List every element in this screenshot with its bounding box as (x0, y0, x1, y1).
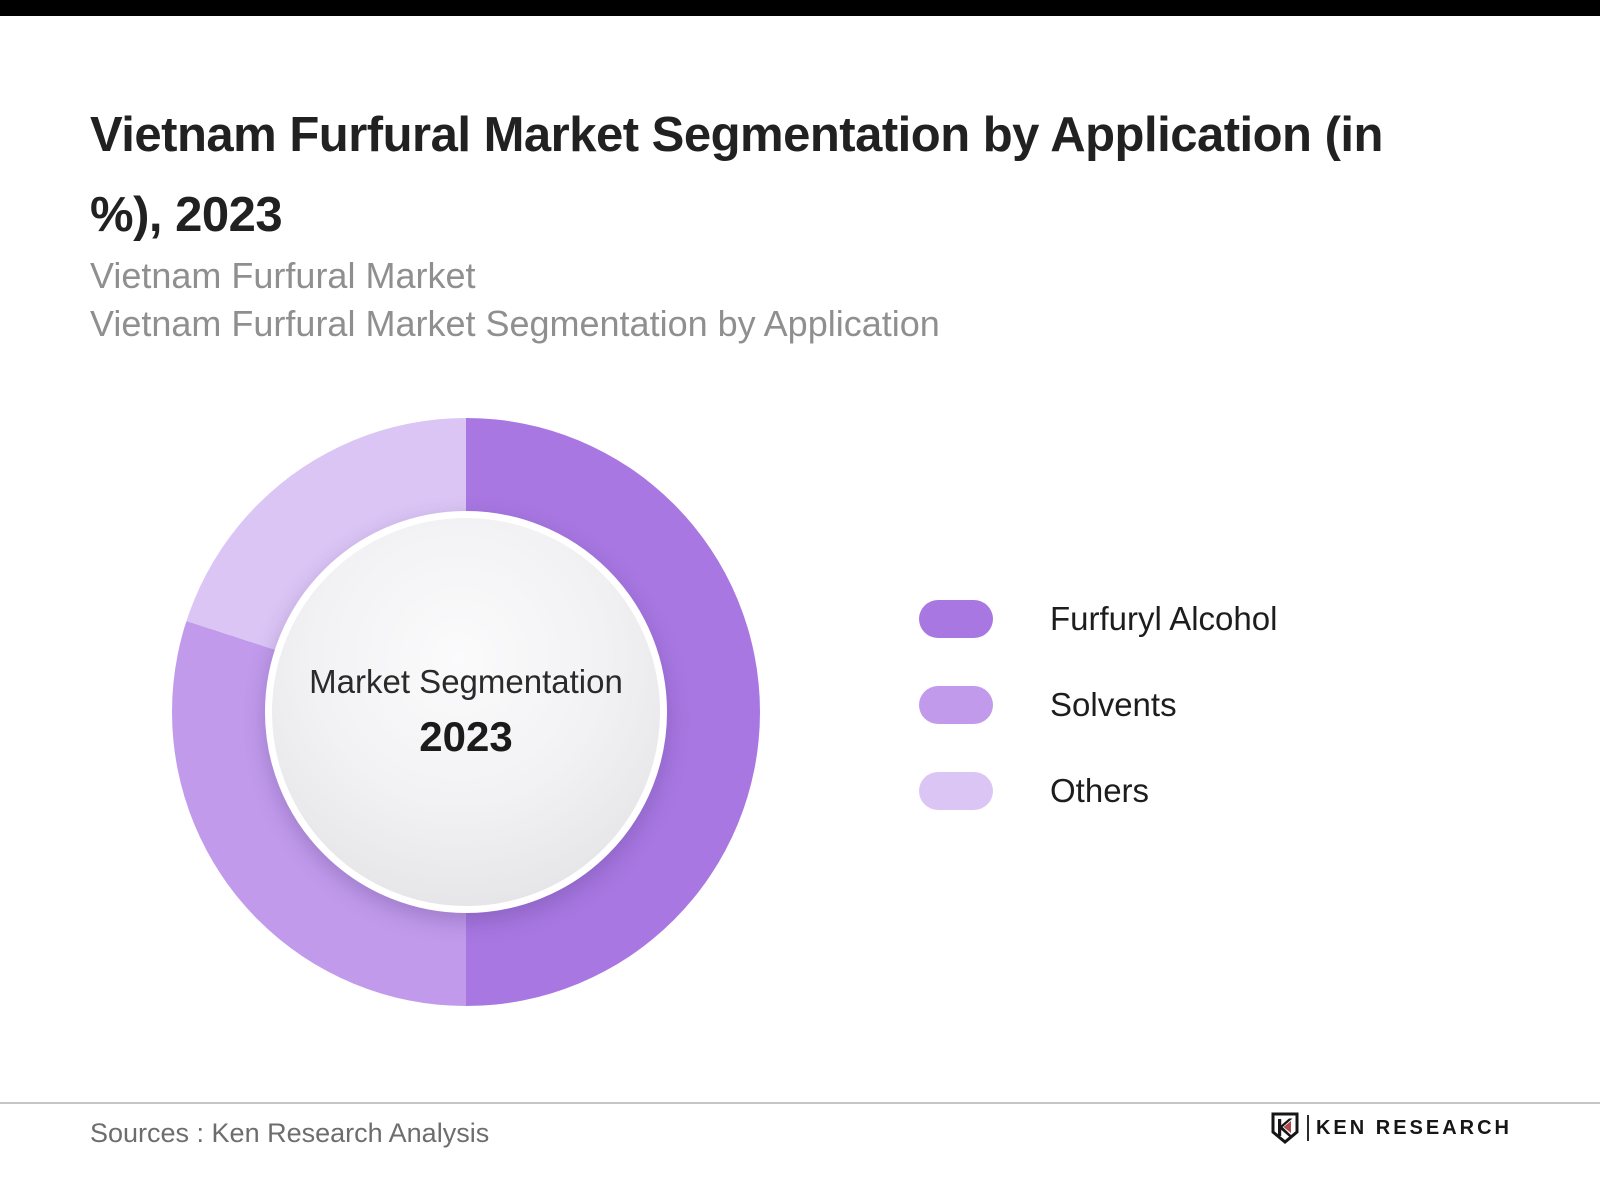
ken-research-shield-icon (1271, 1112, 1299, 1144)
top-black-bar (0, 0, 1600, 16)
brand-divider (1306, 1115, 1309, 1141)
donut-center-year: 2023 (419, 713, 513, 760)
donut-chart: Market Segmentation 2023 (172, 418, 760, 1006)
brand-logo: KEN RESEARCH (1270, 1112, 1512, 1144)
page-subtitle: Vietnam Furfural Market Vietnam Furfural… (90, 252, 940, 348)
source-note: Sources : Ken Research Analysis (90, 1118, 490, 1148)
legend-label: Solvents (1050, 686, 1177, 723)
page-title-line2: %), 2023 (90, 187, 283, 242)
brand-name: KEN RESEARCH (1315, 1116, 1512, 1139)
legend-label: Furfuryl Alcohol (1050, 600, 1278, 637)
page-title: Vietnam Furfural Market Segmentation by … (90, 95, 1510, 255)
legend-swatch-others (919, 772, 993, 810)
donut-center-label: Market Segmentation (309, 663, 623, 700)
subtitle-line2: Vietnam Furfural Market Segmentation by … (90, 303, 940, 344)
subtitle-line1: Vietnam Furfural Market (90, 255, 476, 296)
donut-center: Market Segmentation 2023 (265, 511, 667, 913)
legend-swatch-solvents (919, 686, 993, 724)
legend-item-others: Others (919, 772, 1277, 810)
legend-label: Others (1050, 772, 1150, 809)
chart-legend: Furfuryl Alcohol Solvents Others (919, 600, 1277, 858)
legend-swatch-furfuryl-alcohol (919, 600, 993, 638)
legend-item-solvents: Solvents (919, 686, 1277, 724)
page-title-line1: Vietnam Furfural Market Segmentation by … (90, 107, 1383, 162)
footer-divider-line (0, 1102, 1600, 1104)
legend-item-furfuryl-alcohol: Furfuryl Alcohol (919, 600, 1277, 638)
